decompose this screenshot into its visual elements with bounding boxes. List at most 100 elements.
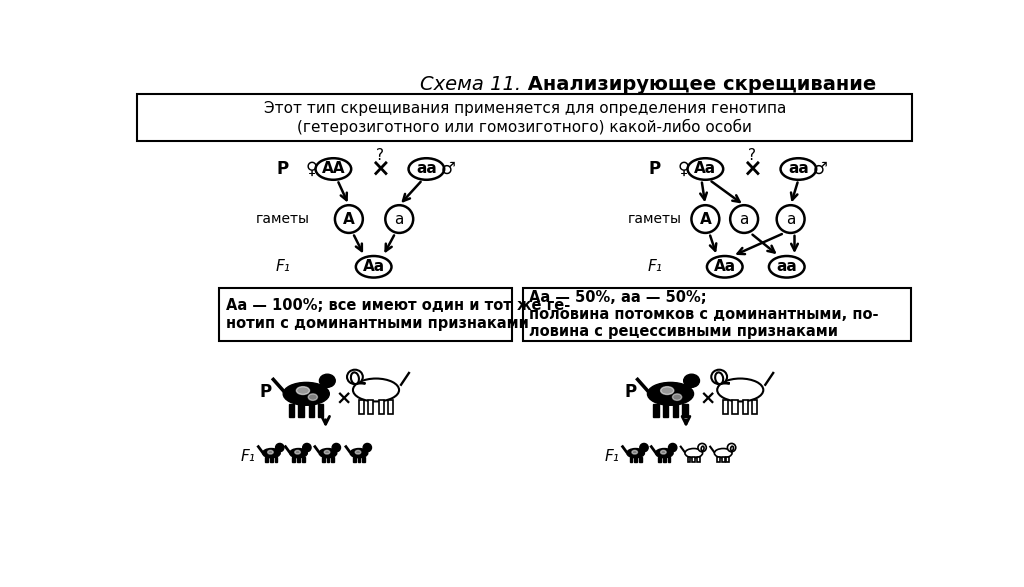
Circle shape: [364, 443, 372, 452]
Polygon shape: [630, 457, 633, 463]
Polygon shape: [692, 457, 695, 463]
Circle shape: [698, 443, 707, 452]
Text: гаметы: гаметы: [256, 212, 310, 226]
Ellipse shape: [730, 446, 733, 451]
Polygon shape: [682, 404, 688, 417]
FancyBboxPatch shape: [523, 288, 910, 340]
Ellipse shape: [673, 394, 682, 400]
Polygon shape: [298, 404, 303, 417]
Ellipse shape: [296, 387, 309, 394]
Polygon shape: [362, 457, 365, 463]
Text: P: P: [276, 160, 289, 178]
Text: Этот тип скрещивания применяется для определения генотипа
(гетерозиготного или г: Этот тип скрещивания применяется для опр…: [263, 102, 786, 135]
Circle shape: [303, 443, 311, 452]
Circle shape: [275, 443, 284, 452]
Text: ?: ?: [748, 149, 756, 163]
Ellipse shape: [290, 448, 307, 458]
Text: a: a: [394, 211, 403, 227]
Ellipse shape: [715, 372, 723, 384]
Ellipse shape: [308, 394, 317, 400]
Text: Аа — 100%; все имеют один и тот же ге-
нотип с доминантными признаками: Аа — 100%; все имеют один и тот же ге- н…: [225, 298, 570, 330]
Ellipse shape: [306, 446, 309, 451]
Circle shape: [669, 443, 677, 452]
Ellipse shape: [295, 450, 300, 454]
Polygon shape: [309, 404, 314, 417]
Ellipse shape: [325, 450, 330, 454]
Ellipse shape: [319, 374, 335, 387]
Text: ♀: ♀: [305, 160, 317, 178]
Text: ♂: ♂: [813, 160, 827, 178]
Ellipse shape: [643, 446, 646, 451]
Text: ♀: ♀: [678, 160, 690, 178]
Polygon shape: [634, 457, 637, 463]
Ellipse shape: [647, 382, 693, 405]
Ellipse shape: [627, 448, 644, 458]
Text: F₁: F₁: [647, 259, 663, 274]
Polygon shape: [673, 404, 679, 417]
Text: aa: aa: [788, 161, 809, 177]
Text: a: a: [786, 211, 796, 227]
Ellipse shape: [350, 448, 368, 458]
Ellipse shape: [284, 382, 330, 405]
Polygon shape: [353, 457, 355, 463]
Ellipse shape: [262, 448, 281, 458]
Ellipse shape: [684, 374, 699, 387]
Polygon shape: [318, 384, 330, 389]
Circle shape: [332, 443, 341, 452]
Text: P: P: [649, 160, 662, 178]
Polygon shape: [682, 384, 694, 389]
Polygon shape: [722, 457, 725, 463]
Ellipse shape: [715, 448, 732, 458]
Ellipse shape: [672, 446, 675, 451]
Circle shape: [727, 443, 736, 452]
Polygon shape: [265, 457, 268, 463]
Polygon shape: [357, 457, 360, 463]
Text: aa: aa: [776, 259, 797, 274]
Text: ×: ×: [370, 157, 390, 181]
Text: Aa: Aa: [714, 259, 736, 274]
Ellipse shape: [685, 448, 702, 458]
Polygon shape: [358, 400, 365, 414]
Ellipse shape: [336, 446, 339, 451]
Ellipse shape: [351, 372, 359, 384]
Text: aa: aa: [416, 161, 437, 177]
Ellipse shape: [701, 446, 705, 451]
Ellipse shape: [717, 379, 763, 402]
Polygon shape: [742, 400, 749, 414]
Text: ×: ×: [335, 389, 351, 408]
Polygon shape: [717, 457, 720, 463]
Text: P: P: [625, 383, 636, 402]
Text: a: a: [739, 211, 749, 227]
Text: ♂: ♂: [440, 160, 456, 178]
Ellipse shape: [632, 450, 638, 454]
Ellipse shape: [347, 370, 362, 384]
Text: AA: AA: [322, 161, 345, 177]
Polygon shape: [732, 400, 737, 414]
Text: гаметы: гаметы: [628, 212, 682, 226]
Polygon shape: [270, 457, 272, 463]
Circle shape: [640, 443, 648, 452]
Polygon shape: [726, 457, 729, 463]
Polygon shape: [322, 457, 325, 463]
Text: F₁: F₁: [275, 259, 291, 274]
Polygon shape: [716, 382, 730, 383]
FancyBboxPatch shape: [219, 288, 512, 340]
Polygon shape: [368, 400, 374, 414]
Text: Aa: Aa: [694, 161, 717, 177]
Polygon shape: [663, 404, 668, 417]
Polygon shape: [639, 457, 642, 463]
Ellipse shape: [712, 370, 727, 384]
Polygon shape: [293, 457, 295, 463]
Text: ?: ?: [376, 149, 384, 163]
Ellipse shape: [655, 448, 673, 458]
Ellipse shape: [280, 446, 282, 451]
Polygon shape: [318, 404, 324, 417]
Text: F₁: F₁: [241, 450, 256, 464]
Polygon shape: [653, 404, 658, 417]
Text: ×: ×: [742, 157, 762, 181]
Ellipse shape: [353, 379, 399, 402]
Ellipse shape: [660, 450, 667, 454]
FancyBboxPatch shape: [137, 93, 912, 141]
Text: A: A: [343, 211, 354, 227]
Polygon shape: [302, 457, 304, 463]
